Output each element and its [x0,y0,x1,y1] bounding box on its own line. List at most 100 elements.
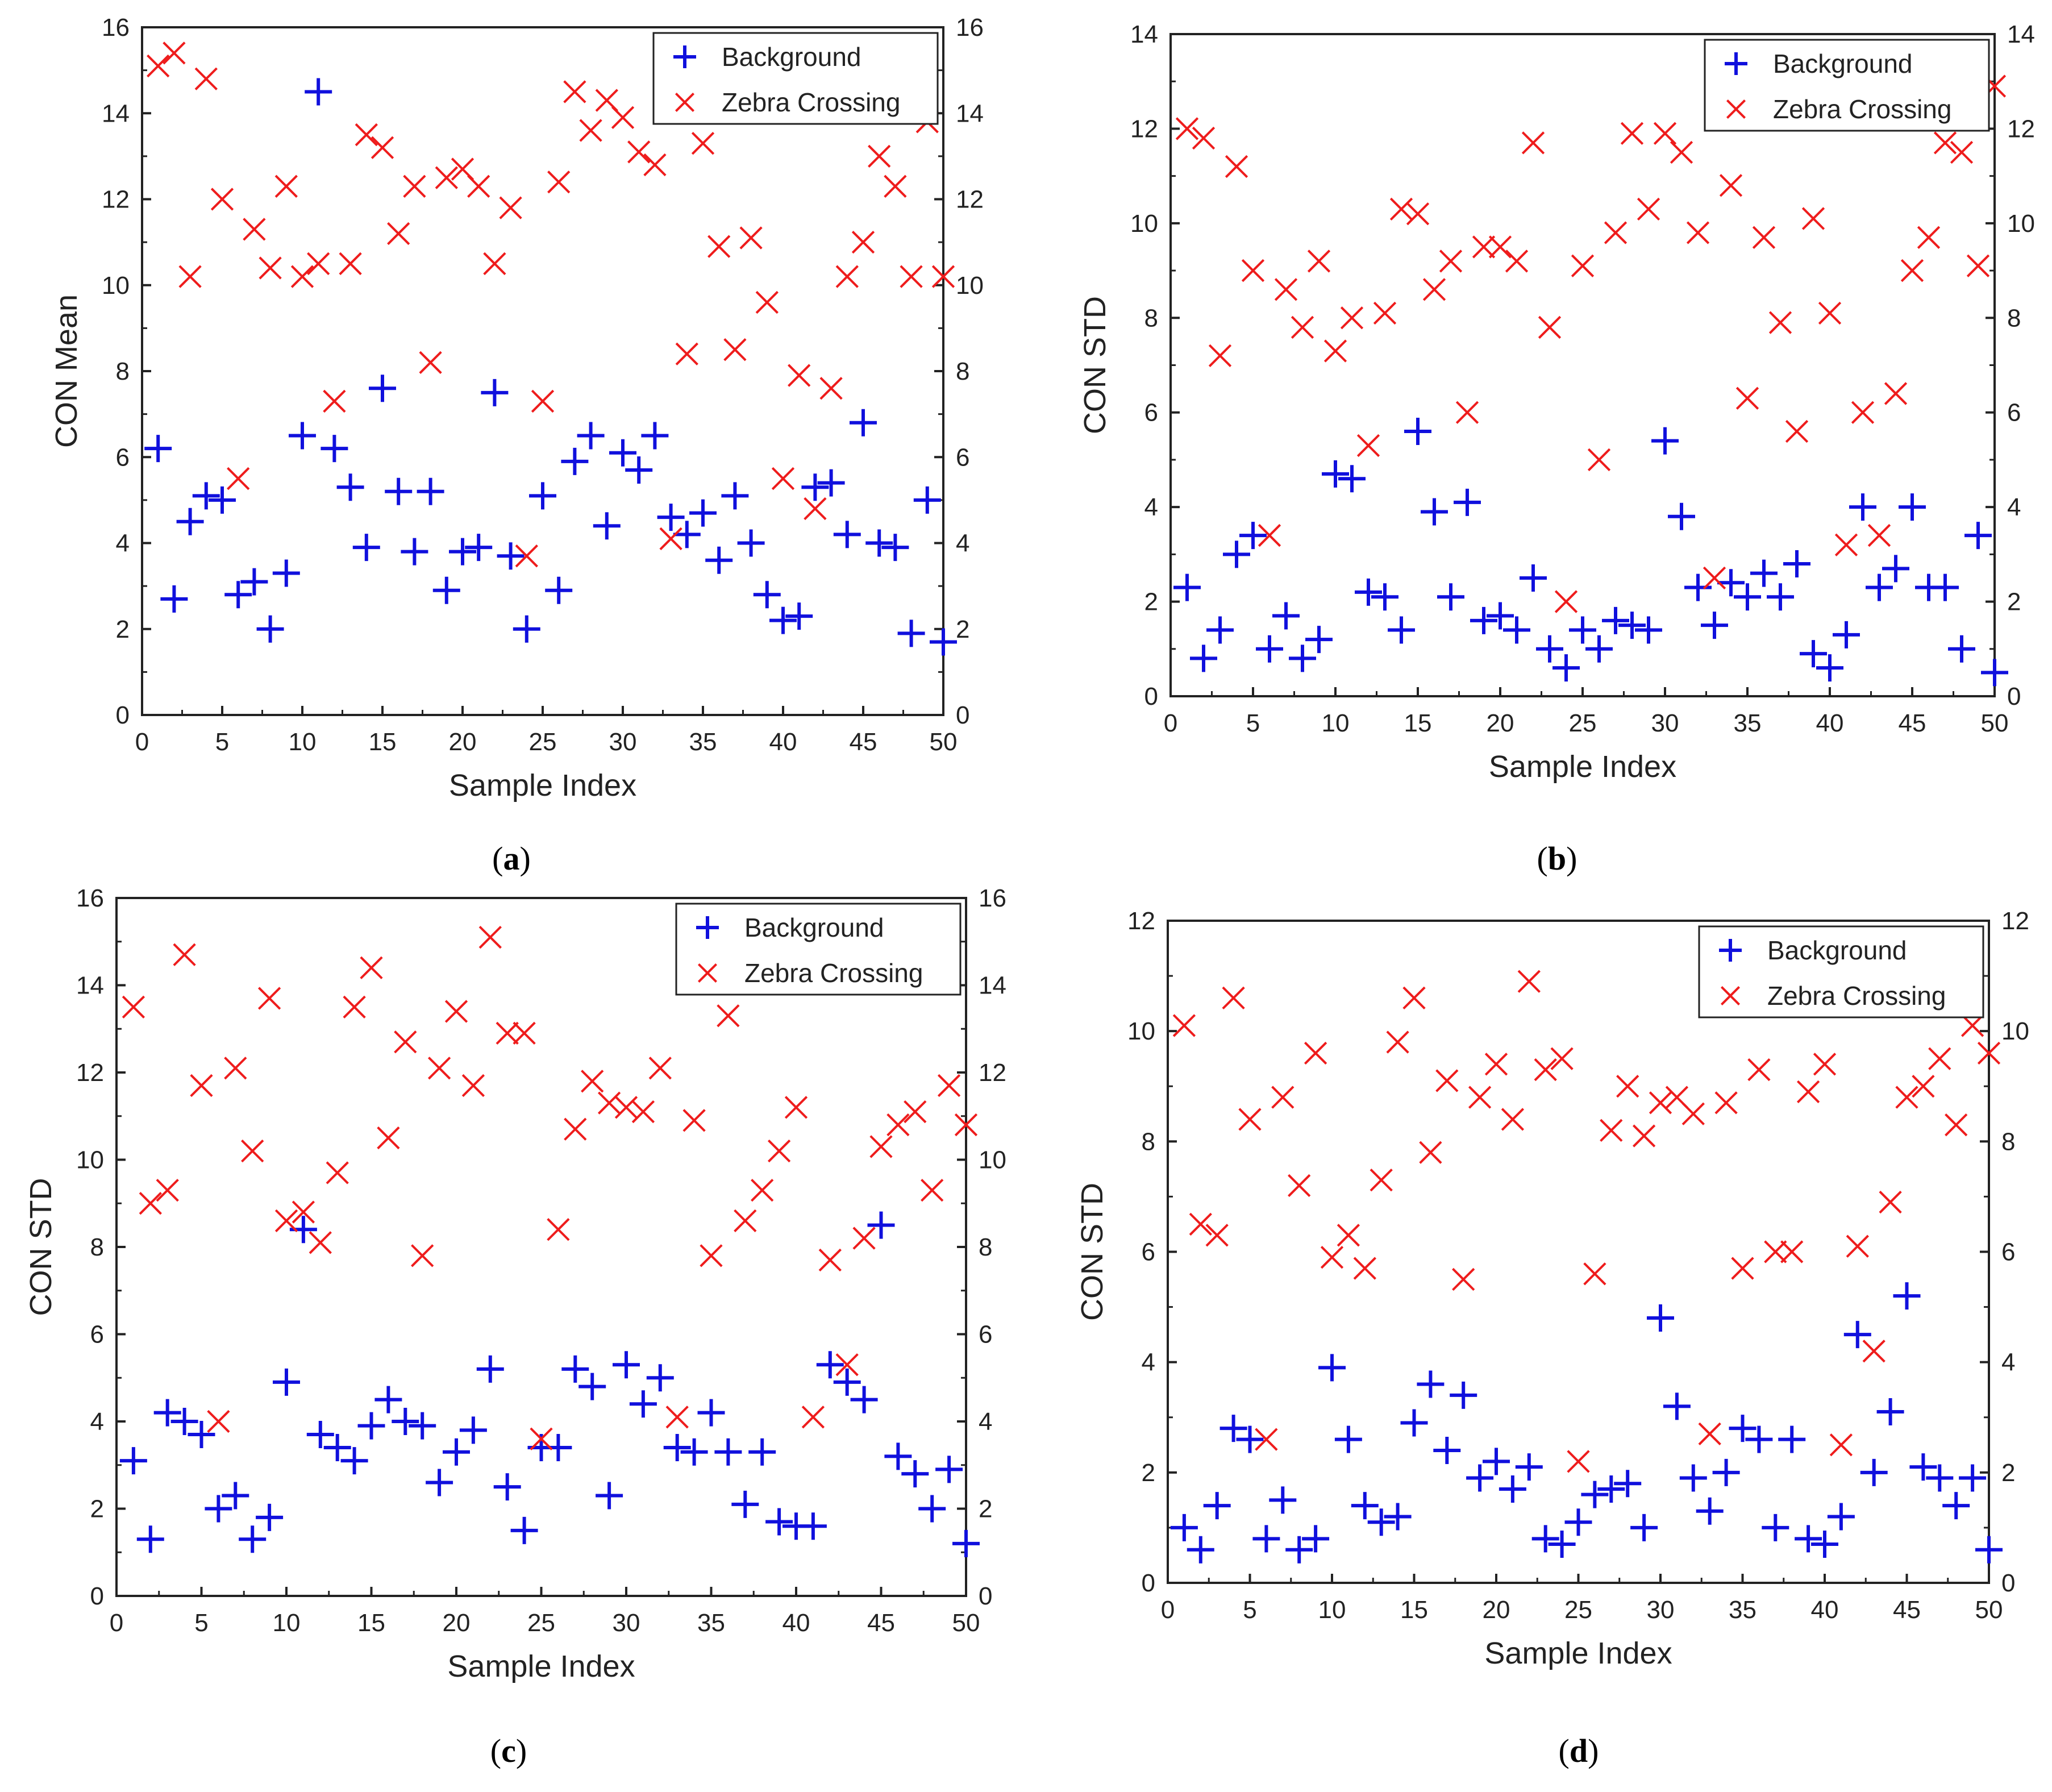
panel-d-plus-point [1959,1464,1987,1492]
panel-c-cross-point [241,1140,264,1163]
panel-a-plus-point [609,439,636,467]
panel-a-legend: Background Zebra Crossing [652,32,939,125]
panel-d-plot-frame [1167,920,1990,1584]
panel-c-cross-point [461,1074,485,1097]
panel-c-cross-point [274,1209,298,1233]
panel-d-x-tick-label: 0 [1161,1596,1175,1624]
panel-c-cross-point [207,1410,230,1433]
panel-c-y-tick-label: 16 [76,884,104,912]
panel-b-cross-point [1521,131,1545,155]
panel-b-plus-point [1932,573,1959,601]
panel-a-cross-point [739,226,763,250]
panel-d-plus-point [1876,1398,1904,1426]
panel-d-cross-point [1304,1041,1327,1065]
panel-c-plus-point [935,1456,963,1483]
panel-b-y2-tick-label: 8 [2007,304,2021,332]
panel-b-plus-point [1421,498,1448,526]
panel-d-cross-point [1977,1041,2001,1065]
panel-b-plus-point [1305,626,1333,654]
panel-d-plus-point [1433,1437,1461,1464]
panel-c-plus-point [323,1434,351,1462]
panel-a-cross-point [371,136,394,159]
panel-b-cross-point [1834,533,1858,556]
panel-b-plus-point [1899,493,1926,521]
panel-b-plus-point [1981,659,2008,687]
panel-a-plus-point [144,435,172,463]
panel-b-plus-point [1651,427,1679,455]
panel-b-legend: Background Zebra Crossing [1704,39,1990,132]
panel-c-plus-point [850,1386,878,1413]
panel-c-cross-point [665,1406,689,1429]
panel-c-plus-point [256,1503,284,1531]
panel-c-x-tick-label: 25 [527,1609,555,1637]
panel-d-cross-point [1452,1267,1475,1291]
panel-a-y2-tick-label: 12 [956,186,984,214]
panel-b-cross-point [1653,122,1677,145]
panel-c-plus-point [884,1442,912,1470]
panel-b-plus-point [1190,645,1217,672]
panel-a-plus-point [737,529,765,557]
panel-b-cross-point [1768,311,1792,334]
panel-b-legend-plus-marker [1725,52,1747,75]
panel-c-cross-point [156,1179,179,1202]
panel-d-cross-point [1632,1124,1656,1147]
panel-d-cross-point [1337,1224,1360,1247]
panel-d-x-tick-label: 20 [1483,1596,1510,1624]
panel-a-plus-point [321,435,348,463]
panel-b-cross-point [1719,174,1743,197]
panel-b-y-tick-label: 4 [1144,493,1158,521]
panel-d-cross-point [1862,1340,1885,1363]
panel-a-plus-point [305,78,332,106]
panel-d-plus-point [1285,1536,1313,1564]
panel-c-x-tick-label: 15 [357,1609,385,1637]
panel-d-cross-point [1895,1086,1918,1109]
panel-b-cross-point [1966,254,1990,277]
panel-a-plus-point [256,615,284,643]
panel-b-y-tick-label: 0 [1144,683,1158,710]
panel-b-plus-point [1833,621,1860,648]
panel-a-cross-point [274,174,298,198]
panel-d-y-tick-label: 2 [1142,1459,1155,1487]
panel-c-cross-point [648,1057,672,1080]
panel-a-plus-point [721,482,749,510]
panel-c-plus-point [613,1351,640,1379]
panel-d-y-tick-label: 8 [1142,1128,1155,1155]
panel-c-plus-point [205,1495,232,1523]
panel-a-cross-point [627,140,651,164]
panel-c-plus-point [714,1438,742,1466]
panel-b-plus-point [1388,616,1415,644]
panel-a-cross-point [563,80,586,103]
panel-d-x-tick-label: 10 [1318,1596,1346,1624]
panel-a-plus-point [160,585,188,613]
panel-b-x-tick-label: 15 [1404,709,1432,737]
panel-a-y-tick-label: 12 [102,186,130,214]
panel-a-cross-point [547,171,571,194]
panel-d-plus-point [1318,1354,1346,1382]
panel-d-legend-cross-marker [1720,986,1741,1006]
panel-c-cross-point [801,1406,825,1429]
panel-a-cross-point [178,265,202,288]
panel-b-plus-point [1470,606,1497,634]
panel-b-y2-tick-label: 12 [2007,115,2035,143]
panel-d-cross-point [1468,1086,1492,1109]
panel-a-plus-point [417,477,444,505]
panel-d-y-axis-title: CON STD [1075,1183,1109,1321]
panel-c-plus-point [153,1399,181,1427]
panel-a-y2-tick-label: 6 [956,443,969,471]
panel-b-cross-point [1620,122,1644,145]
panel-a-plus-point [930,628,957,656]
panel-d-y2-tick-label: 10 [2001,1017,2029,1045]
panel-b-plus-point [1882,555,1909,583]
panel-b-cross-point [1950,140,1974,164]
panel-c-y-tick-label: 14 [76,972,104,1000]
panel-c-x-tick-label: 30 [613,1609,640,1637]
panel-d-plus-point [1778,1425,1806,1453]
panel-d-series-cross [1172,970,2001,1473]
panel-c-plus-point [409,1412,436,1440]
panel-a-cross-point [339,252,362,276]
panel-a-y-tick-label: 10 [102,272,130,300]
panel-a-cross-point [931,265,955,288]
panel-b-plus-point [1338,465,1366,493]
panel-c-plus-point [188,1421,215,1449]
